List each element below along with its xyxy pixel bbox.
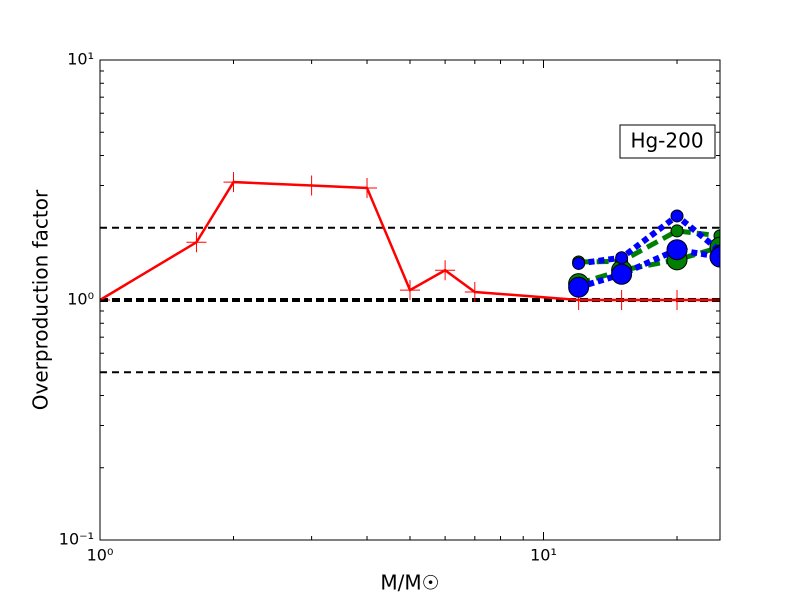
- marker: [357, 177, 378, 198]
- marker: [568, 276, 590, 298]
- marker: [435, 260, 456, 281]
- marker: [666, 239, 688, 261]
- y-axis-label: Overproduction factor: [29, 189, 53, 410]
- marker: [400, 280, 420, 301]
- marker: [611, 290, 632, 310]
- marker: [615, 251, 629, 265]
- series-line: [578, 212, 720, 267]
- marker: [670, 224, 684, 238]
- plot-area: [100, 172, 720, 374]
- marker: [667, 290, 688, 310]
- marker: [186, 232, 207, 253]
- marker: [301, 175, 322, 196]
- marker: [572, 256, 586, 270]
- annotation-box: [619, 124, 716, 159]
- marker: [611, 263, 633, 285]
- x-tick-label: 10⁰: [87, 546, 114, 565]
- marker: [223, 172, 244, 193]
- x-axis-label: M/M☉: [380, 571, 439, 595]
- x-tick-label: 10¹: [530, 546, 557, 565]
- annotation: Hg-200: [630, 129, 703, 153]
- y-tick-label: 10¹: [67, 50, 94, 69]
- marker: [709, 246, 720, 268]
- marker: [464, 281, 485, 302]
- series-line: [577, 246, 720, 291]
- marker: [670, 209, 684, 223]
- y-tick-label: 10⁰: [67, 290, 94, 309]
- y-tick-label: 10⁻¹: [59, 530, 94, 549]
